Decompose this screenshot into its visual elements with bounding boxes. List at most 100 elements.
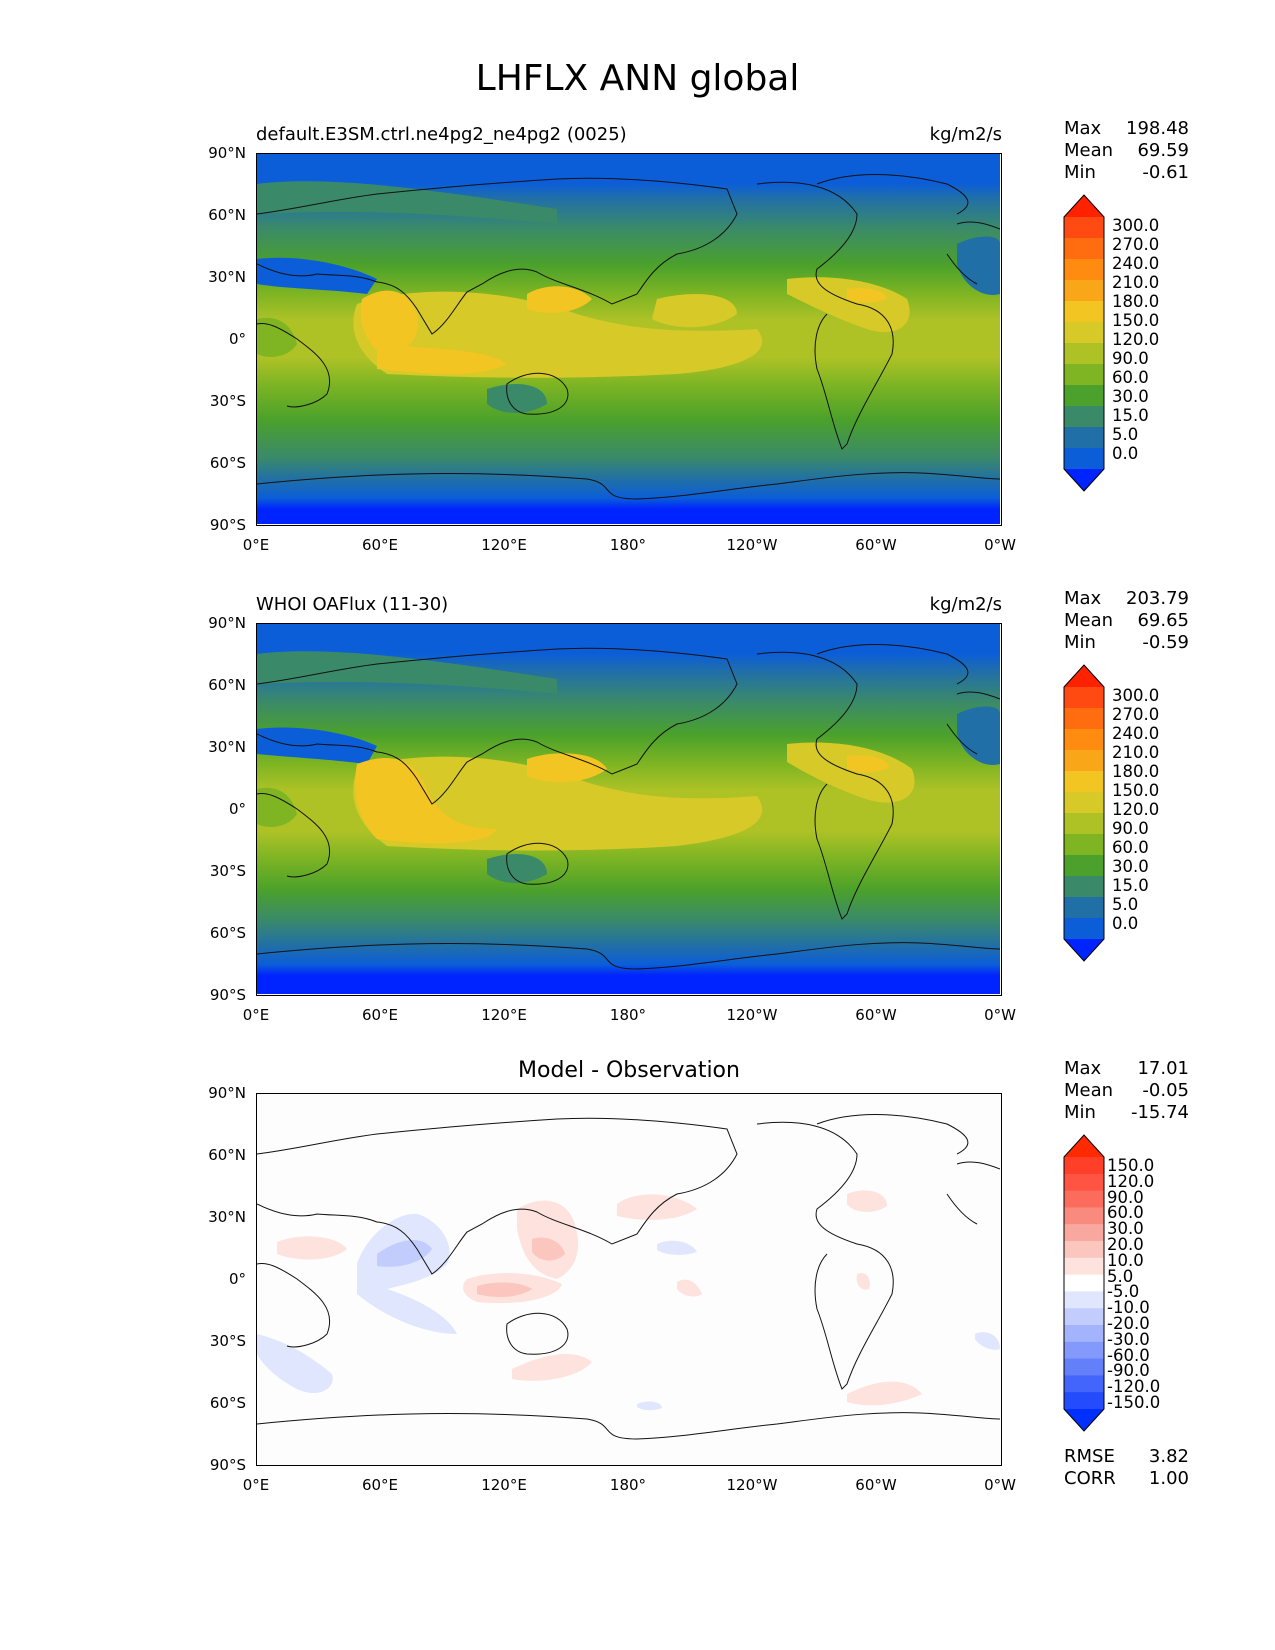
cb-label: 180.0 <box>1112 292 1160 311</box>
cb-label: 120.0 <box>1112 800 1160 819</box>
cb-label: 15.0 <box>1112 876 1149 895</box>
colorbar-segment <box>1064 834 1104 856</box>
p3-ytick-3: 0° <box>228 1270 246 1288</box>
p1-ytick-2: 30°N <box>208 268 246 286</box>
cb-label: -60.0 <box>1107 1345 1150 1365</box>
cb-label: -10.0 <box>1107 1298 1150 1318</box>
cb-label: 20.0 <box>1107 1235 1144 1254</box>
cb-label: 270.0 <box>1112 235 1160 254</box>
cb-label: 0.0 <box>1112 444 1139 463</box>
cb-label: -150.0 <box>1107 1393 1161 1412</box>
cb-label: 150.0 <box>1107 1156 1155 1175</box>
colorbar-segment <box>1064 217 1104 239</box>
p2-xtick-6: 0°W <box>984 1006 1016 1024</box>
panel2-stats: Max 203.79 Mean 69.65 Min -0.59 <box>1064 588 1189 654</box>
colorbar-segment <box>1064 364 1104 386</box>
p1-xtick-2: 120°E <box>481 536 527 554</box>
p2-ytick-6: 90°S <box>209 986 246 1004</box>
cb-label: -90.0 <box>1107 1361 1150 1381</box>
cb-label: 150.0 <box>1112 781 1160 800</box>
colorbar-segment <box>1064 1274 1104 1292</box>
cb-label: 150.0 <box>1112 311 1160 330</box>
cb-label: -120.0 <box>1107 1377 1161 1397</box>
cb-label: 0.0 <box>1112 914 1139 933</box>
panel1-stats: Max 198.48 Mean 69.59 Min -0.61 <box>1064 118 1189 184</box>
colorbar-segment <box>1064 1207 1104 1225</box>
panel2-field <box>257 624 1000 994</box>
stat-value: -0.61 <box>1142 162 1189 183</box>
colorbar-segment <box>1064 322 1104 344</box>
p1-ytick-4: 30°S <box>209 392 246 410</box>
panel3-metrics: RMSE 3.82 CORR 1.00 <box>1064 1446 1189 1490</box>
colorbar-segment <box>1064 385 1104 407</box>
colorbar-segment <box>1064 1291 1104 1309</box>
stat-label: Max <box>1064 588 1102 609</box>
colorbar-segment <box>1064 771 1104 793</box>
colorbar-extend-max <box>1064 1135 1104 1157</box>
panel1-units: kg/m2/s <box>929 124 1002 145</box>
p3-ytick-4: 30°S <box>209 1332 246 1350</box>
p2-xtick-0: 0°E <box>242 1006 270 1024</box>
p2-ytick-4: 30°S <box>209 862 246 880</box>
panel2-title: WHOI OAFlux (11-30) <box>256 594 449 615</box>
p3-xtick-3: 180° <box>609 1476 647 1494</box>
cb-label: 180.0 <box>1112 762 1160 781</box>
colorbar-outline <box>1063 664 1105 962</box>
p2-ytick-5: 60°S <box>209 924 246 942</box>
p3-ytick-0: 90°N <box>208 1084 246 1102</box>
p3-xtick-0: 0°E <box>242 1476 270 1494</box>
colorbar-segment <box>1064 1257 1104 1276</box>
cb-label: 60.0 <box>1107 1203 1144 1223</box>
colorbar-segment <box>1064 750 1104 772</box>
colorbar-segment <box>1064 1392 1104 1410</box>
cb-label: 210.0 <box>1112 273 1160 292</box>
colorbar-outline <box>1063 1134 1105 1432</box>
stat-label: Max <box>1064 1058 1102 1079</box>
colorbar-segment <box>1064 280 1104 302</box>
colorbar-segment <box>1064 897 1104 919</box>
colorbar-segment <box>1064 406 1104 428</box>
colorbar-segment <box>1064 1224 1104 1242</box>
cb-label: 300.0 <box>1112 216 1160 235</box>
p1-xtick-5: 60°W <box>855 536 897 554</box>
panel3-field <box>257 1094 1000 1464</box>
p1-xtick-6: 0°W <box>984 536 1016 554</box>
cb-label: 270.0 <box>1112 705 1160 724</box>
panel3-coastlines <box>257 1114 1000 1440</box>
cb-label: -30.0 <box>1107 1329 1150 1349</box>
stat-value: 69.65 <box>1137 610 1189 631</box>
p2-ytick-0: 90°N <box>208 614 246 632</box>
metric-value: 1.00 <box>1148 1468 1189 1489</box>
panel3-stats: Max 17.01 Mean -0.05 Min -15.74 <box>1064 1058 1189 1124</box>
figure-title: LHFLX ANN global <box>475 58 800 99</box>
p2-xtick-2: 120°E <box>481 1006 527 1024</box>
colorbar-extend-max <box>1064 665 1104 687</box>
cb-label: 30.0 <box>1107 1219 1144 1239</box>
stat-value: 17.01 <box>1137 1058 1189 1079</box>
cb-label: 30.0 <box>1112 387 1149 406</box>
panel2-coastlines <box>257 644 1000 970</box>
colorbar-segment <box>1064 1241 1104 1259</box>
p1-ytick-6: 90°S <box>209 516 246 534</box>
cb-label: 210.0 <box>1112 743 1160 762</box>
stat-label: Mean <box>1064 140 1114 161</box>
cb-label: -5.0 <box>1107 1282 1140 1302</box>
colorbar-segment <box>1064 1308 1104 1326</box>
p2-xtick-4: 120°W <box>726 1006 778 1024</box>
cb-label: 5.0 <box>1112 425 1139 444</box>
stat-value: 203.79 <box>1126 588 1189 609</box>
metric-label: RMSE <box>1064 1446 1115 1467</box>
panel3-colorbar <box>1062 1134 1106 1432</box>
cb-label: -20.0 <box>1107 1314 1150 1333</box>
p3-xtick-4: 120°W <box>726 1476 778 1494</box>
cb-label: 15.0 <box>1112 406 1149 425</box>
stat-label: Mean <box>1064 610 1114 631</box>
cb-label: 5.0 <box>1112 895 1139 914</box>
p1-xtick-1: 60°E <box>361 536 399 554</box>
panel1-map <box>256 153 1002 526</box>
cb-label: 90.0 <box>1107 1187 1144 1207</box>
p1-xtick-4: 120°W <box>726 536 778 554</box>
colorbar-extend-min <box>1064 469 1104 491</box>
colorbar-segment <box>1064 301 1104 323</box>
p3-ytick-1: 60°N <box>208 1146 246 1164</box>
